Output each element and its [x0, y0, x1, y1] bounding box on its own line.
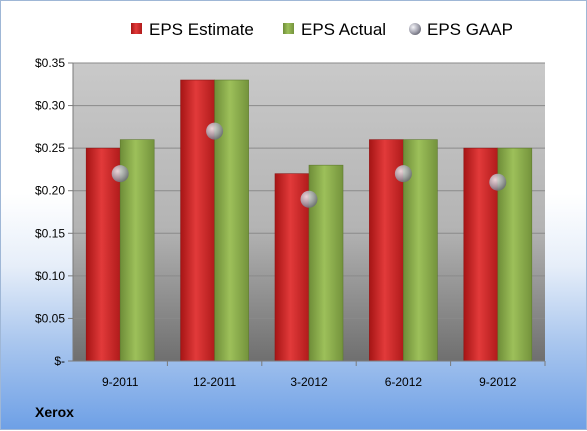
legend-swatch [283, 23, 294, 34]
legend-label: EPS Estimate [149, 20, 254, 39]
marker-eps-gaap [206, 122, 224, 140]
y-tick-label: $0.35 [35, 56, 65, 70]
legend: EPS Estimate EPS Actual EPS GAAP [131, 20, 513, 39]
y-tick-label: $0.30 [35, 99, 65, 113]
x-tick-label: 9-2011 [102, 375, 139, 389]
company-label: Xerox [35, 404, 74, 420]
y-axis-ticks: $- $0.05 $0.10 $0.15 $0.20 $0.25 $0.30 $0.35 [35, 56, 545, 368]
x-tick-label: 9-2012 [479, 375, 517, 389]
legend-item: EPS GAAP [409, 20, 513, 39]
marker-eps-gaap [489, 173, 507, 191]
marker-eps-gaap [300, 190, 318, 208]
legend-item: EPS Estimate [131, 20, 254, 39]
legend-label: EPS Actual [301, 20, 386, 39]
legend-label: EPS GAAP [427, 20, 513, 39]
y-tick-label: $0.05 [35, 311, 65, 325]
legend-swatch [131, 23, 142, 34]
x-tick-label: 12-2011 [193, 375, 236, 389]
x-tick-label: 3-2012 [290, 375, 328, 389]
bar-eps-estimate [180, 79, 215, 362]
legend-item: EPS Actual [283, 20, 386, 39]
marker-eps-gaap [111, 165, 129, 183]
bars [85, 79, 533, 362]
legend-swatch [409, 23, 421, 35]
x-axis-ticks: 9-2011 12-2011 3-2012 6-2012 9-2012 [102, 361, 546, 389]
bar-eps-actual [403, 139, 438, 362]
y-tick-label: $- [54, 354, 65, 368]
x-tick-label: 6-2012 [385, 375, 423, 389]
bar-eps-actual [214, 79, 249, 362]
y-tick-label: $0.20 [35, 184, 65, 198]
y-tick-label: $0.15 [35, 226, 65, 240]
marker-eps-gaap [394, 165, 412, 183]
y-tick-label: $0.25 [35, 141, 65, 155]
bar-eps-estimate [85, 147, 121, 362]
gaap-markers [111, 122, 507, 208]
y-tick-label: $0.10 [35, 269, 65, 283]
